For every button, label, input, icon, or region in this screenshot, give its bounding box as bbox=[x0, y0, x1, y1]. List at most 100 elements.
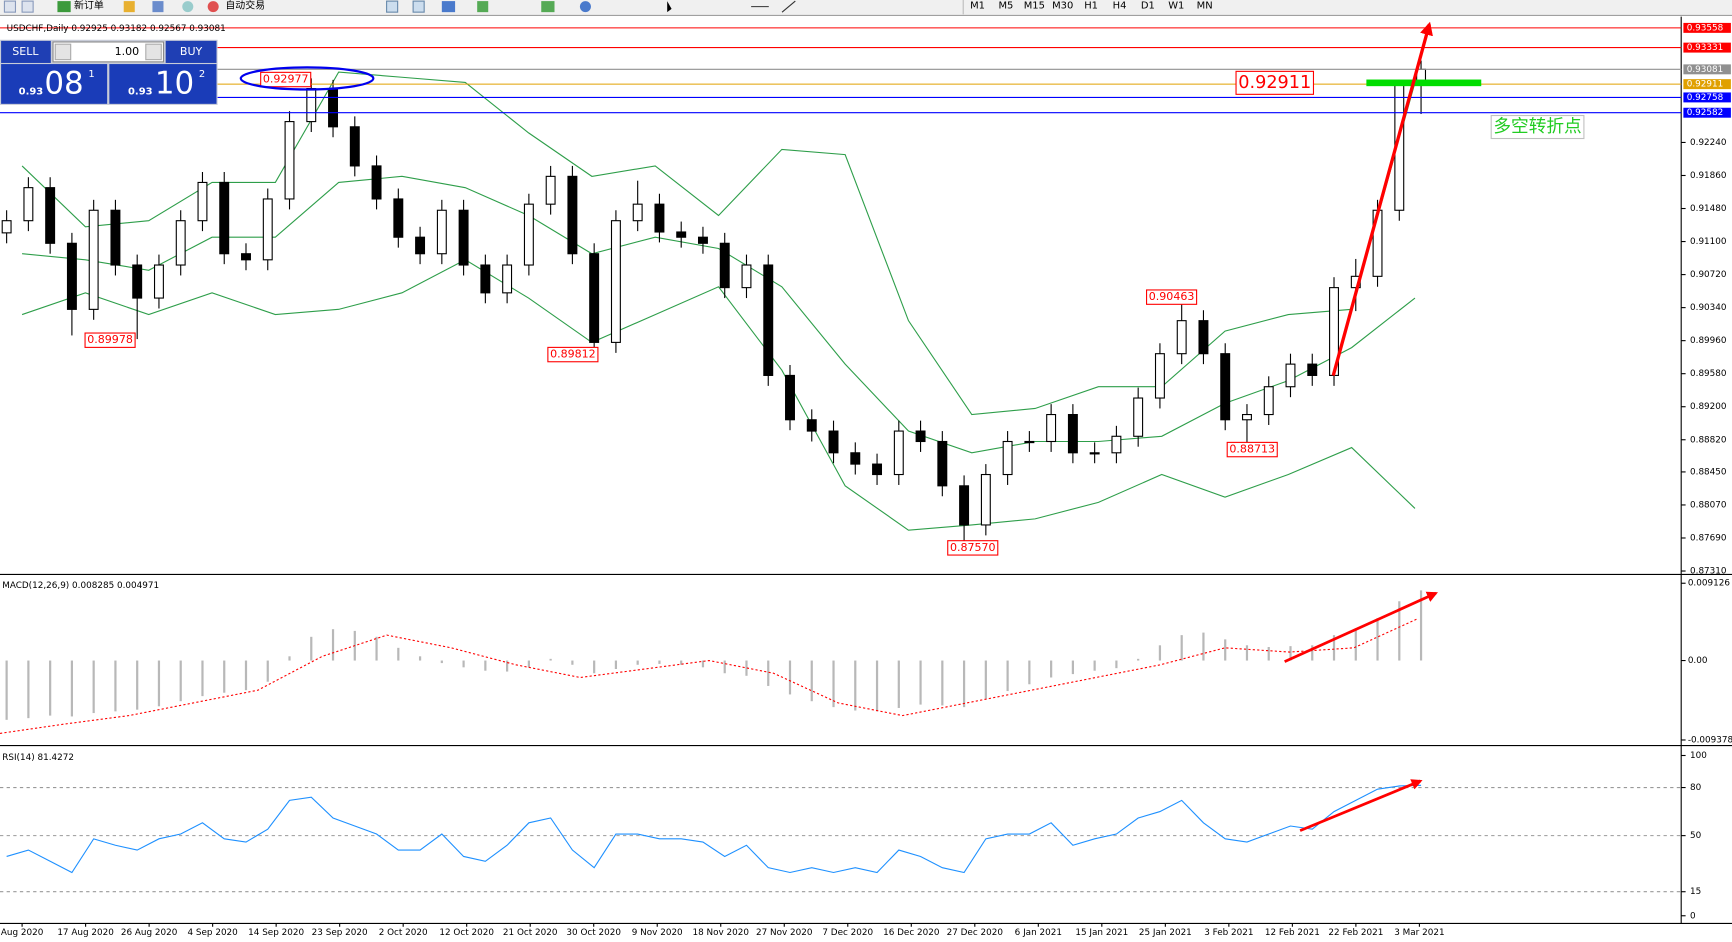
bid-box[interactable] bbox=[1, 64, 108, 104]
candle-body bbox=[850, 452, 861, 465]
annotation-box bbox=[1226, 441, 1278, 458]
x-tick-label: 15 Jan 2021 bbox=[1075, 928, 1128, 938]
buy-label[interactable]: BUY bbox=[180, 45, 203, 58]
x-tick-label: 3 Mar 2021 bbox=[1394, 928, 1444, 938]
level-label: 0.93558 bbox=[1687, 23, 1724, 33]
cursor-tool[interactable] bbox=[667, 1, 672, 13]
toolbar-icon[interactable] bbox=[386, 0, 399, 13]
candle-body bbox=[88, 209, 99, 310]
x-tick-label: 27 Dec 2020 bbox=[947, 928, 1004, 938]
annotation-label: 0.87570 bbox=[950, 541, 996, 554]
y-tick-label: 0.87690 bbox=[1690, 533, 1727, 543]
new-order-button[interactable]: 新订单 bbox=[74, 0, 104, 12]
candle-body bbox=[284, 121, 295, 200]
timeframe-button[interactable]: M5 bbox=[998, 1, 1013, 12]
toolbar-icon[interactable] bbox=[207, 1, 219, 13]
candle-body bbox=[1285, 363, 1296, 388]
toolbar-icon[interactable] bbox=[21, 0, 34, 13]
ask-box[interactable] bbox=[109, 64, 217, 104]
timeframe-button[interactable]: MN bbox=[1197, 1, 1213, 12]
candle-body bbox=[132, 264, 143, 299]
annotation-label: 0.88713 bbox=[1229, 443, 1275, 456]
lots-input[interactable] bbox=[52, 41, 165, 63]
lots-value[interactable]: 1.00 bbox=[115, 45, 140, 58]
rsi-arrow bbox=[1299, 779, 1423, 832]
level-label-box bbox=[1683, 92, 1731, 103]
candle-body bbox=[828, 430, 839, 454]
toolbar-icon[interactable] bbox=[579, 1, 591, 13]
bollinger-band bbox=[21, 71, 1416, 416]
trend-arrow bbox=[1331, 21, 1433, 376]
x-tick-label: 2 Oct 2020 bbox=[379, 928, 428, 938]
y-tick-label: 0.89200 bbox=[1690, 402, 1727, 412]
candle-body bbox=[980, 473, 991, 526]
lots-down[interactable] bbox=[54, 43, 72, 61]
candle-body bbox=[523, 203, 534, 266]
level-label: 0.93331 bbox=[1687, 43, 1724, 53]
bid-fraction: 1 bbox=[88, 69, 94, 80]
candle-body bbox=[872, 463, 883, 476]
toolbar-icon[interactable] bbox=[182, 1, 194, 13]
timeframe-button[interactable]: M1 bbox=[970, 1, 985, 12]
timeframe-button[interactable]: M15 bbox=[1024, 1, 1045, 12]
x-tick-label: 12 Oct 2020 bbox=[439, 928, 494, 938]
candle-body bbox=[1, 220, 12, 234]
annotation-label: 0.89978 bbox=[87, 333, 133, 346]
trendline-tool[interactable] bbox=[781, 0, 796, 13]
toolbar-icon[interactable] bbox=[57, 1, 71, 13]
annotation-label: 多空转折点 bbox=[1493, 116, 1581, 137]
candle-body bbox=[719, 242, 730, 289]
level-label-box bbox=[1683, 22, 1731, 33]
toolbar-icon[interactable] bbox=[123, 1, 135, 13]
sell-button[interactable] bbox=[1, 40, 51, 63]
candle-body bbox=[785, 374, 795, 421]
candle-body bbox=[589, 253, 600, 343]
level-label: 0.92582 bbox=[1687, 108, 1724, 118]
buy-button[interactable] bbox=[165, 40, 217, 63]
y-tick-label: -0.009378 bbox=[1688, 735, 1732, 745]
y-tick-label: 0.89580 bbox=[1690, 369, 1727, 379]
y-tick-label: 0.89960 bbox=[1690, 336, 1727, 346]
toolbar-icon[interactable] bbox=[441, 1, 456, 13]
candle-body bbox=[959, 485, 970, 526]
y-tick-label: 0.90340 bbox=[1690, 303, 1727, 313]
candle-body bbox=[654, 203, 665, 233]
candle-body bbox=[153, 264, 164, 299]
candle-body bbox=[219, 181, 230, 255]
timeframe-button[interactable]: D1 bbox=[1141, 1, 1155, 12]
y-tick-label: 0.00 bbox=[1688, 656, 1708, 666]
annotations: 0.92977 0.89978 0.89812 0.87570 0.90463 0.887… bbox=[84, 70, 1585, 556]
auto-trading-button[interactable]: 自动交易 bbox=[225, 0, 265, 12]
y-tick-label: 50 bbox=[1690, 831, 1702, 841]
x-tick-label: 21 Oct 2020 bbox=[503, 928, 558, 938]
timeframe-button[interactable]: W1 bbox=[1168, 1, 1184, 12]
candle-body bbox=[1002, 440, 1013, 476]
candle-body bbox=[1046, 413, 1057, 443]
toolbar-icon[interactable] bbox=[412, 0, 425, 13]
candle-body bbox=[741, 264, 752, 289]
bid-pips: 08 bbox=[44, 66, 83, 102]
candle-body bbox=[1307, 363, 1318, 376]
candle-body bbox=[393, 198, 404, 238]
candle-body bbox=[458, 209, 469, 266]
candle-body bbox=[1024, 440, 1035, 444]
sell-label[interactable]: SELL bbox=[12, 45, 39, 58]
toolbar-icon[interactable] bbox=[541, 1, 555, 13]
lots-up[interactable] bbox=[145, 43, 162, 61]
timeframe-button[interactable]: H4 bbox=[1113, 1, 1127, 12]
toolbar-icon[interactable] bbox=[3, 0, 17, 13]
ask-pips: 10 bbox=[155, 66, 194, 102]
timeframe-button[interactable]: M30 bbox=[1052, 1, 1073, 12]
toolbar-icon[interactable] bbox=[152, 1, 164, 13]
candle-body bbox=[480, 264, 491, 294]
candle-body bbox=[1111, 435, 1122, 454]
toolbar-icon[interactable] bbox=[477, 1, 489, 13]
candle-body bbox=[1154, 353, 1165, 399]
annotation-box bbox=[1146, 289, 1198, 305]
timeframe-button[interactable]: H1 bbox=[1084, 1, 1098, 12]
y-tick-label: 0.92240 bbox=[1690, 138, 1727, 148]
timeframe-bar: M1 M5 M15 M30 H1 H4 D1 W1 MN bbox=[970, 1, 1213, 12]
candle-body bbox=[806, 419, 817, 432]
